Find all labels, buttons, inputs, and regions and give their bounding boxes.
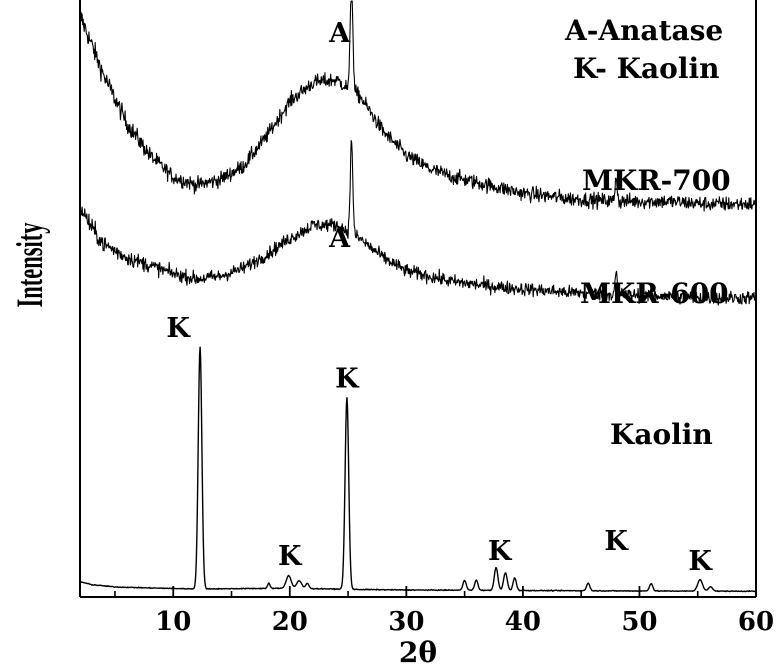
- legend-entry-kaolin: K- Kaolin: [573, 52, 719, 85]
- peak-label-k: K: [488, 536, 513, 567]
- x-tick-label: 20: [272, 607, 308, 637]
- x-tick-label: 10: [155, 607, 191, 637]
- series-label-mkr-700: MKR-700: [582, 164, 731, 197]
- series-line-mkr-700: [79, 0, 757, 212]
- x-tick-label: 50: [621, 607, 657, 637]
- series-line-mkr-600: [79, 140, 757, 306]
- peak-label-k: K: [335, 364, 360, 395]
- peak-label-a: A: [328, 223, 351, 254]
- series-labels: MKR-700 MKR-600 Kaolin: [580, 164, 731, 451]
- series-label-kaolin: Kaolin: [610, 418, 713, 451]
- series-line-kaolin: [79, 346, 756, 593]
- peak-label-k: K: [688, 546, 713, 577]
- x-tick-label: 60: [738, 607, 774, 637]
- plot-frame: [79, 0, 757, 598]
- x-axis-title: 2θ: [399, 636, 437, 665]
- x-ticks: 10 20 30 40 50 60: [114, 586, 774, 637]
- x-tick-label: 40: [505, 607, 541, 637]
- peak-label-k: K: [604, 526, 629, 557]
- y-axis-title: Intensity: [8, 222, 50, 307]
- series-layer: [79, 0, 757, 593]
- x-tick-label: 30: [388, 607, 424, 637]
- legend: A-Anatase K- Kaolin: [564, 14, 723, 85]
- peak-label-a: A: [328, 18, 351, 49]
- peak-label-k: K: [278, 541, 303, 572]
- peak-label-k: K: [166, 313, 191, 344]
- peak-annotations: A A K K K K K K: [166, 18, 713, 577]
- legend-entry-anatase: A-Anatase: [564, 14, 723, 47]
- series-label-mkr-600: MKR-600: [580, 277, 729, 310]
